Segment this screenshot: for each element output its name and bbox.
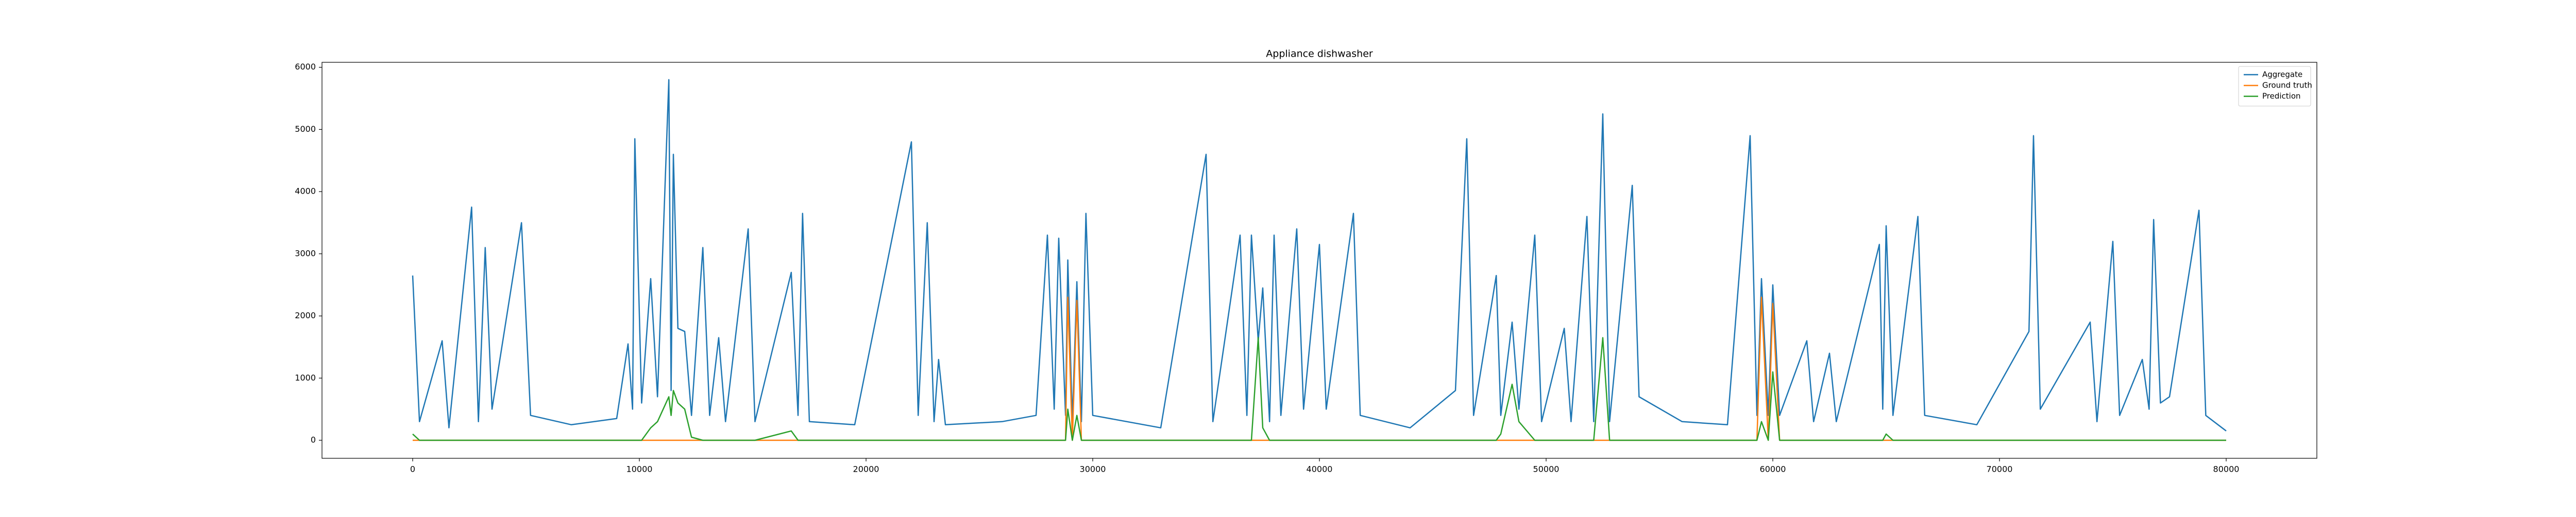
y-tick-label: 5000: [295, 124, 316, 134]
y-tick-label: 2000: [295, 311, 316, 320]
y-tick-label: 4000: [295, 186, 316, 196]
x-tick-label: 30000: [1080, 464, 1106, 474]
legend-label: Prediction: [2262, 92, 2301, 101]
x-tick-label: 40000: [1307, 464, 1333, 474]
x-tick-label: 50000: [1533, 464, 1560, 474]
series-line: [412, 79, 2227, 432]
x-tick-label: 20000: [853, 464, 879, 474]
y-tick-label: 3000: [295, 248, 316, 258]
legend-label: Ground truth: [2262, 81, 2312, 90]
y-tick-label: 1000: [295, 373, 316, 383]
x-tick-label: 10000: [626, 464, 653, 474]
x-tick-label: 70000: [1987, 464, 2013, 474]
x-tick-label: 60000: [1760, 464, 1786, 474]
x-tick-label: 0: [410, 464, 415, 474]
y-tick-label: 6000: [295, 62, 316, 72]
legend-label: Aggregate: [2262, 70, 2302, 79]
x-tick-label: 80000: [2213, 464, 2240, 474]
chart-title: Appliance dishwasher: [1266, 48, 1373, 60]
y-tick-label: 0: [311, 435, 316, 444]
series-line: [412, 337, 2226, 441]
axes-frame: [321, 62, 2317, 459]
